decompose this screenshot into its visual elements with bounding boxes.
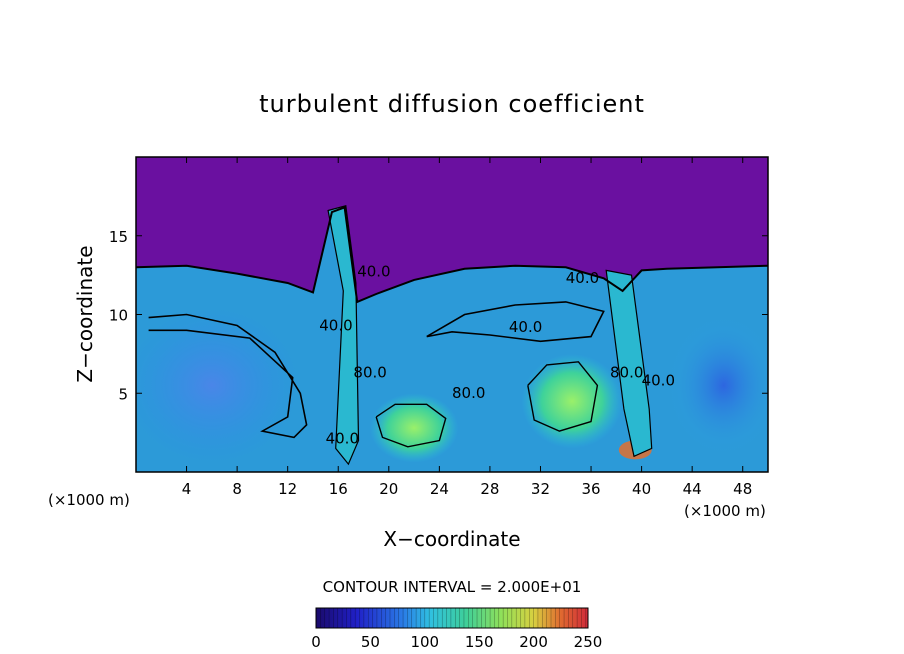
y-tick-label: 5: [118, 385, 128, 403]
plot-area: 40.040.0 40.040.080.080.080.040.040.0: [136, 157, 768, 472]
colorbar-tick-label: 100: [410, 633, 439, 651]
x-tick-label: 44: [683, 480, 702, 498]
contour-label: 40.0: [642, 371, 675, 389]
chart-title: turbulent diffusion coefficient: [259, 90, 645, 118]
y-axis-label: Z−coordinate: [73, 245, 97, 382]
x-tick-label: 36: [581, 480, 600, 498]
colorbar-tick-label: 200: [519, 633, 548, 651]
x-tick-label: 24: [430, 480, 449, 498]
x-tick-label: 48: [733, 480, 752, 498]
contour-label: 80.0: [610, 364, 643, 382]
x-tick-label: 40: [632, 480, 651, 498]
colorbar-tick-label: 0: [311, 633, 321, 651]
x-tick-label: 20: [379, 480, 398, 498]
contour-label: 80.0: [353, 364, 386, 382]
updraft-plume-right: [605, 269, 653, 458]
x-tick-label: 16: [329, 480, 348, 498]
contour-label: 80.0: [452, 384, 485, 402]
x-tick-label: 12: [278, 480, 297, 498]
y-axis-ticks: 5 10 15: [109, 228, 768, 403]
contour-line-40-left: [148, 313, 308, 439]
contour-label: 40.0: [357, 263, 390, 281]
x-unit-label: (×1000 m): [48, 491, 130, 509]
colorbar-tick-label: 250: [574, 633, 603, 651]
contour-line-40-top: [136, 206, 768, 304]
colorbar-contour-lines: [315, 608, 587, 628]
colorbar: [315, 607, 589, 629]
contour-label: 40.0: [326, 430, 359, 448]
contour-line-40-middle: [426, 301, 605, 343]
contour-label: 40.0: [319, 316, 352, 334]
contour-label: 40.0: [566, 269, 599, 287]
contour-label: 40.0: [509, 318, 542, 336]
x-tick-label: 32: [531, 480, 550, 498]
x-tick-label: 4: [182, 480, 192, 498]
high-diffusion-core-b: [521, 353, 623, 449]
y-tick-label: 15: [109, 228, 128, 246]
x-tick-label: 28: [480, 480, 499, 498]
x-axis-ticks: 4 8 12 16 20 24 28 32 36 40 44 48: [182, 157, 752, 498]
contour-interval-text: CONTOUR INTERVAL = 2.000E+01: [323, 578, 582, 596]
contour-line-80-right: [527, 361, 599, 432]
contour-labels: 40.040.0 40.040.080.080.080.040.040.0: [319, 263, 675, 448]
colorbar-tick-labels: 0 50 100 150 200 250: [311, 633, 602, 651]
x-tick-label: 8: [232, 480, 242, 498]
colorbar-tick-label: 50: [361, 633, 380, 651]
contour-line-80-ring: [375, 403, 447, 448]
y-tick-label: 10: [109, 307, 128, 325]
updraft-plume-left: [327, 205, 360, 466]
x-axis-label: X−coordinate: [383, 527, 520, 551]
x-unit-label-right: (×1000 m): [684, 502, 766, 520]
right-vortex: [666, 314, 768, 457]
colorbar-tick-label: 150: [465, 633, 494, 651]
